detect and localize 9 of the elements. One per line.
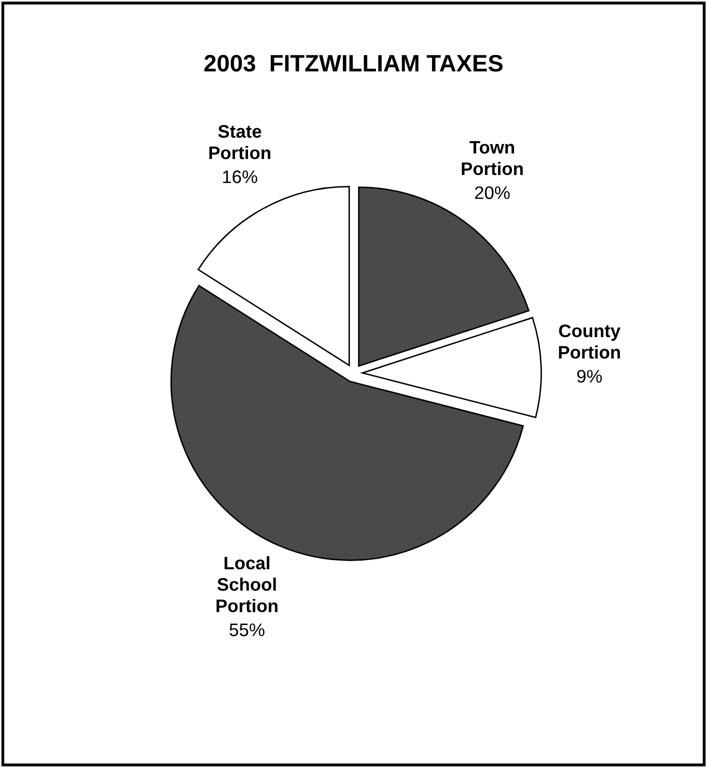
slice-label: Local School Portion <box>216 556 278 612</box>
data-label: 9% <box>577 370 602 383</box>
data-label: 20% <box>475 186 510 200</box>
chart-title: 2003 FITZWILLIAM TAXES <box>204 54 503 72</box>
data-label: 16% <box>223 170 258 184</box>
slice-label: State Portion <box>209 125 270 160</box>
slice-label: Town Portion <box>462 141 523 176</box>
data-label: 55% <box>230 624 264 636</box>
slice-label: County Portion <box>559 324 620 359</box>
